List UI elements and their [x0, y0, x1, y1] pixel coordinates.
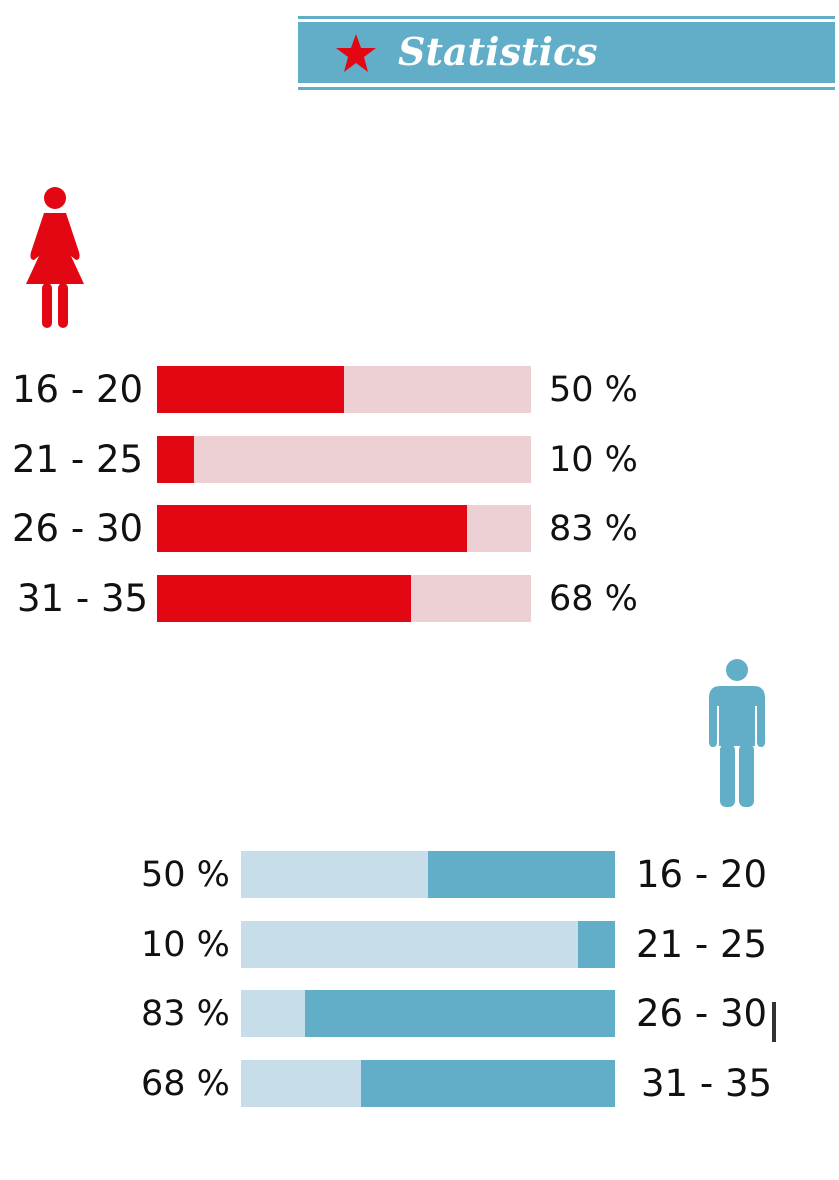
male-age-label: 16 - 20 [636, 853, 768, 896]
male-bar-track [241, 851, 615, 898]
female-percent-label: 50 % [549, 370, 638, 410]
male-bar-track [241, 920, 615, 968]
male-percent-label: 68 % [141, 1063, 230, 1104]
text-cursor [772, 1002, 776, 1042]
female-bar-track [157, 505, 531, 552]
female-figure-icon [26, 187, 84, 328]
banner-top-line [298, 16, 835, 19]
female-bar [157, 366, 344, 413]
female-bar [157, 505, 468, 552]
female-age-label: 16 - 20 [12, 368, 144, 411]
female-bar-track [157, 574, 531, 622]
female-percent-label: 68 % [549, 578, 638, 619]
female-percent-label: 10 % [549, 439, 638, 480]
star-icon [336, 34, 376, 72]
male-bar-track [241, 1059, 615, 1107]
banner-bottom-line [298, 87, 835, 90]
female-bar-track [157, 435, 531, 483]
male-percent-label: 50 % [141, 855, 230, 895]
female-age-label: 21 - 25 [12, 437, 144, 481]
male-bar-track [241, 990, 615, 1037]
female-bar [157, 435, 195, 483]
female-bar-track [157, 366, 531, 413]
male-figure-icon [709, 659, 765, 807]
male-age-label: 26 - 30 [636, 992, 768, 1035]
male-bar [428, 851, 615, 898]
page-title: Statistics [398, 29, 598, 74]
male-age-label: 31 - 35 [641, 1061, 773, 1105]
female-bar [157, 574, 412, 622]
female-percent-label: 83 % [549, 509, 638, 549]
male-age-label: 21 - 25 [636, 922, 768, 966]
female-age-label: 31 - 35 [17, 576, 149, 620]
title-banner [298, 22, 835, 83]
male-bar [360, 1059, 615, 1107]
male-percent-label: 83 % [141, 994, 230, 1034]
male-bar [304, 990, 615, 1037]
female-age-label: 26 - 30 [12, 507, 144, 550]
male-bar [577, 920, 615, 968]
male-percent-label: 10 % [141, 924, 230, 965]
